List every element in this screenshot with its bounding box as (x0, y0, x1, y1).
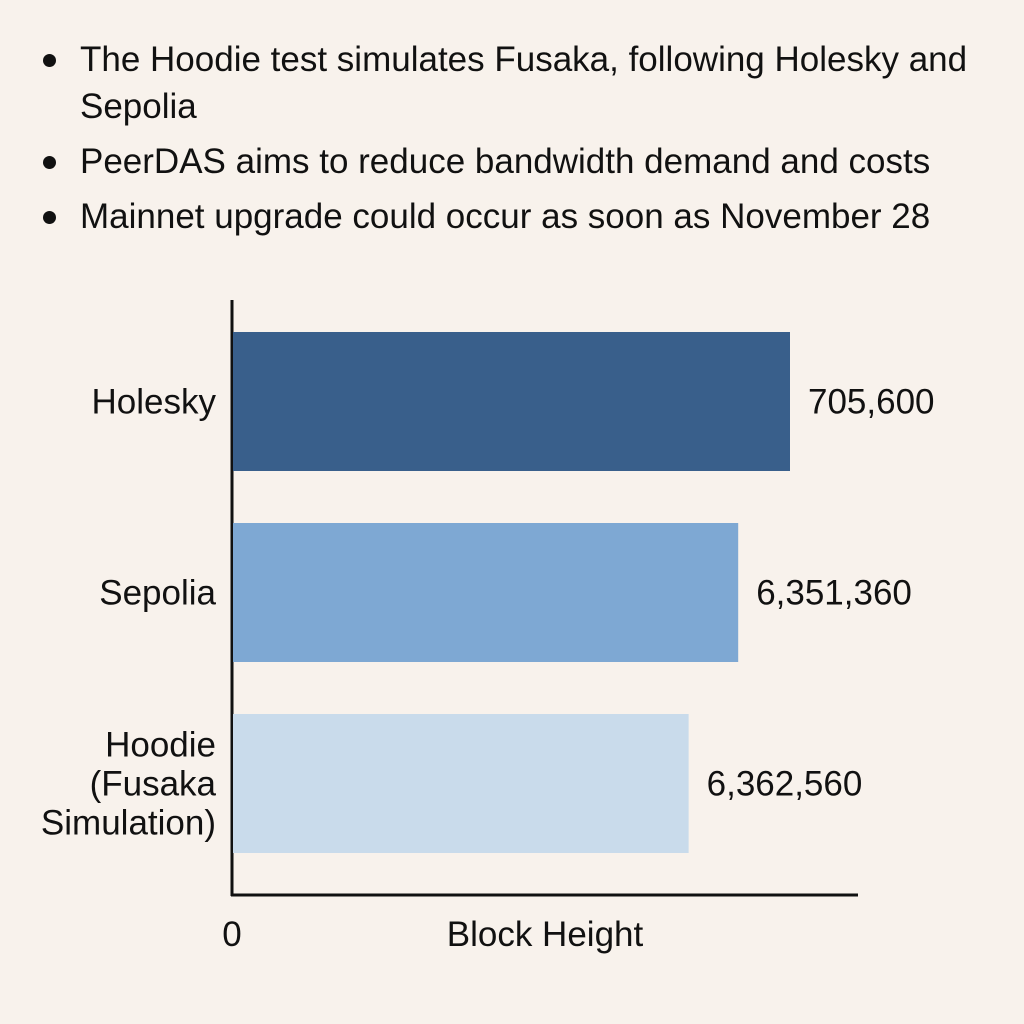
bullet-dot-icon (43, 211, 56, 224)
category-label: Hoodie (105, 726, 216, 765)
category-label: Simulation) (41, 804, 216, 843)
bar-sepolia (233, 523, 739, 662)
bullet-item: PeerDAS aims to reduce bandwidth demand … (40, 138, 1010, 185)
category-label: (Fusaka (90, 765, 217, 804)
category-label: Sepolia (99, 574, 216, 613)
value-label: 6,362,560 (707, 765, 863, 804)
bullet-text: PeerDAS aims to reduce bandwidth demand … (80, 142, 931, 181)
x-axis-title: Block Height (447, 915, 644, 954)
category-label: Holesky (92, 383, 217, 422)
bullet-text: The Hoodie test simulates Fusaka, follow… (80, 40, 968, 126)
value-label: 6,351,360 (756, 574, 912, 613)
bar-hoodie (233, 714, 689, 853)
value-label: 705,600 (808, 383, 935, 422)
bars-group: Holesky 705,600 Sepolia 6,351,360 Hoodie(Fus… (41, 332, 935, 853)
bar-holesky (233, 332, 790, 471)
bullet-item: Mainnet upgrade could occur as soon as N… (40, 193, 1010, 240)
bullet-text: Mainnet upgrade could occur as soon as N… (80, 197, 931, 236)
bullet-dot-icon (43, 156, 56, 169)
bullet-item: The Hoodie test simulates Fusaka, follow… (40, 36, 1010, 130)
bullet-dot-icon (43, 54, 56, 67)
x-tick-label: 0 (222, 915, 241, 954)
bullet-list: The Hoodie test simulates Fusaka, follow… (40, 36, 1010, 248)
